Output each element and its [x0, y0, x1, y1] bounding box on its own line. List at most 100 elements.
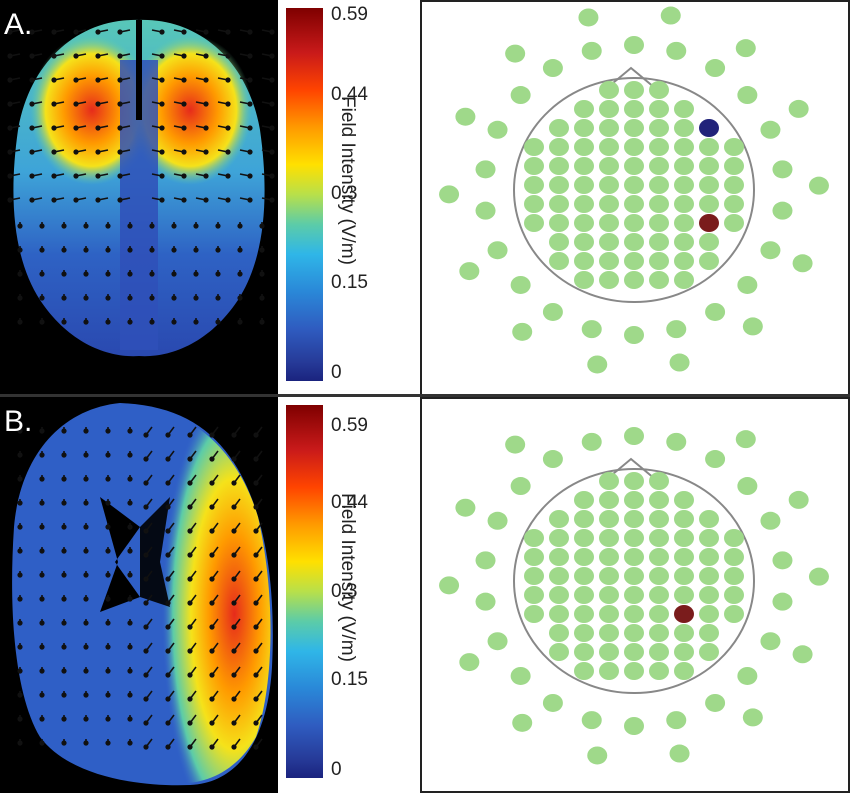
- field-arrow-head: [187, 744, 193, 750]
- field-arrow-head: [159, 149, 165, 155]
- field-arrow-head: [117, 197, 123, 203]
- field-arrow-head: [61, 452, 67, 458]
- field-arrow-head: [225, 101, 231, 107]
- colorbar-gradient: [286, 8, 323, 381]
- field-arrow-head: [39, 452, 45, 458]
- field-arrow-head: [165, 696, 171, 702]
- field-arrow-head: [215, 247, 221, 253]
- field-arrow-head: [105, 740, 111, 746]
- electrode: [455, 107, 476, 126]
- field-arrow-head: [17, 572, 23, 578]
- electrode: [674, 529, 694, 547]
- electrode: [649, 643, 669, 661]
- electrode: [674, 643, 694, 661]
- electrode: [737, 666, 758, 685]
- field-arrow-head: [143, 696, 149, 702]
- field-arrow-head: [209, 600, 215, 606]
- colorbar-tick: 0.59: [331, 415, 368, 436]
- electrode: [737, 86, 758, 105]
- field-arrow-head: [225, 173, 231, 179]
- electrode: [649, 195, 669, 213]
- electrode: [549, 138, 569, 156]
- field-arrow-head: [127, 271, 133, 277]
- electrode: [649, 491, 669, 509]
- electrode: [699, 529, 719, 547]
- electrode: [674, 510, 694, 528]
- field-arrow-head: [95, 173, 101, 179]
- electrode: [549, 195, 569, 213]
- electrode: [724, 157, 744, 175]
- electrode: [599, 472, 619, 490]
- electrode: [624, 214, 644, 232]
- field-arrow-head: [209, 672, 215, 678]
- electrode: [510, 477, 531, 496]
- field-arrow-head: [159, 197, 165, 203]
- electrode: [624, 662, 644, 680]
- field-arrow-head: [7, 197, 13, 203]
- electrode: [705, 302, 726, 321]
- electrode: [674, 214, 694, 232]
- field-arrow-head: [105, 596, 111, 602]
- electrode: [475, 592, 496, 611]
- field-arrow-head: [253, 624, 259, 630]
- electrode: [549, 643, 569, 661]
- field-arrow-head: [209, 552, 215, 558]
- field-arrow-head: [127, 452, 133, 458]
- electrode: [574, 567, 594, 585]
- electrode: [549, 529, 569, 547]
- field-arrow-head: [95, 101, 101, 107]
- electrode: [574, 510, 594, 528]
- electrode: [524, 586, 544, 604]
- field-arrow-head: [165, 624, 171, 630]
- electrode: [439, 185, 460, 204]
- colorbar-title: Field Intensity (V/m): [337, 96, 358, 265]
- field-arrow-head: [83, 740, 89, 746]
- electrode-montage-a: [420, 0, 850, 396]
- field-arrow-head: [231, 720, 237, 726]
- field-arrow-head: [117, 77, 123, 83]
- field-arrow-head: [215, 271, 221, 277]
- field-arrow-head: [83, 572, 89, 578]
- field-arrow-head: [105, 716, 111, 722]
- field-arrow-head: [269, 197, 275, 203]
- field-arrow-head: [83, 319, 89, 325]
- electrode: [524, 548, 544, 566]
- electrode: [724, 214, 744, 232]
- field-arrow-head: [203, 101, 209, 107]
- field-arrow-head: [237, 295, 243, 301]
- electrode: [724, 529, 744, 547]
- field-arrow-head: [127, 692, 133, 698]
- field-arrow-head: [105, 476, 111, 482]
- field-arrow-head: [171, 295, 177, 301]
- field-arrow-head: [247, 125, 253, 131]
- field-arrow-head: [51, 197, 57, 203]
- electrode: [574, 491, 594, 509]
- electrode: [649, 157, 669, 175]
- electrode: [674, 252, 694, 270]
- field-arrow-head: [7, 173, 13, 179]
- field-arrow-head: [143, 648, 149, 654]
- head-outline: [513, 77, 755, 303]
- field-arrow-head: [253, 528, 259, 534]
- electrode: [439, 576, 460, 595]
- field-arrow-head: [127, 644, 133, 650]
- field-arrow-head: [193, 247, 199, 253]
- electrode: [599, 81, 619, 99]
- field-arrow-head: [127, 572, 133, 578]
- electrode: [760, 241, 781, 260]
- field-arrow-head: [149, 271, 155, 277]
- colorbar-tick: 0.44: [331, 492, 368, 513]
- field-arrow-head: [209, 648, 215, 654]
- field-arrow-head: [17, 319, 23, 325]
- panel-a: A. 0.59 0.44 0.3 0.15 0 Field Intensity …: [0, 0, 850, 396]
- field-arrow-head: [61, 223, 67, 229]
- field-arrow-head: [231, 456, 237, 462]
- electrode: [549, 567, 569, 585]
- field-arrow-head: [253, 432, 259, 438]
- field-arrow-head: [209, 480, 215, 486]
- field-arrow-head: [61, 692, 67, 698]
- field-arrow-head: [29, 53, 35, 59]
- field-arrow-head: [95, 53, 101, 59]
- electrode-montage-b: [420, 397, 850, 793]
- electrode: [624, 326, 644, 344]
